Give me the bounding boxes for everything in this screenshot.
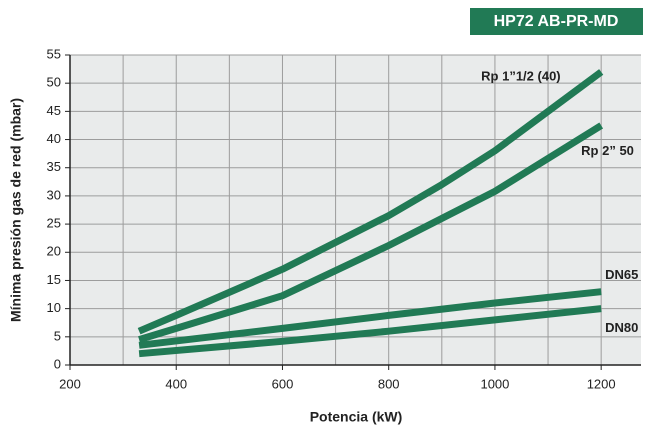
x-tick-label: 600 bbox=[272, 376, 294, 391]
y-tick-label: 0 bbox=[54, 356, 61, 371]
series-line bbox=[138, 122, 604, 343]
x-tick-label: 1200 bbox=[587, 376, 616, 391]
series-label: Rp 1”1/2 (40) bbox=[481, 68, 560, 83]
series-label: DN80 bbox=[605, 320, 638, 335]
y-tick-label: 10 bbox=[47, 300, 61, 315]
x-tick-label: 200 bbox=[59, 376, 81, 391]
y-tick-label: 20 bbox=[47, 244, 61, 259]
series-line bbox=[138, 305, 602, 358]
chart-title: HP72 AB-PR-MD bbox=[494, 13, 619, 30]
y-tick-label: 55 bbox=[47, 46, 61, 61]
series-line bbox=[138, 288, 602, 349]
y-tick-label: 35 bbox=[47, 159, 61, 174]
title-box bbox=[470, 8, 643, 35]
x-axis-label: Potencia (kW) bbox=[310, 409, 403, 425]
y-tick-label: 5 bbox=[54, 328, 61, 343]
x-tick-label: 800 bbox=[378, 376, 400, 391]
series-label: DN65 bbox=[605, 267, 638, 282]
x-tick-label: 400 bbox=[165, 376, 187, 391]
y-tick-label: 45 bbox=[47, 103, 61, 118]
y-tick-label: 40 bbox=[47, 131, 61, 146]
series-line bbox=[137, 69, 604, 335]
x-tick-label: 1000 bbox=[480, 376, 509, 391]
y-tick-label: 15 bbox=[47, 272, 61, 287]
y-tick-label: 30 bbox=[47, 187, 61, 202]
y-tick-label: 50 bbox=[47, 75, 61, 90]
y-tick-label: 25 bbox=[47, 216, 61, 231]
series-label: Rp 2” 50 bbox=[581, 143, 634, 158]
y-axis-label: Mínima presión gas de red (mbar) bbox=[8, 98, 24, 322]
